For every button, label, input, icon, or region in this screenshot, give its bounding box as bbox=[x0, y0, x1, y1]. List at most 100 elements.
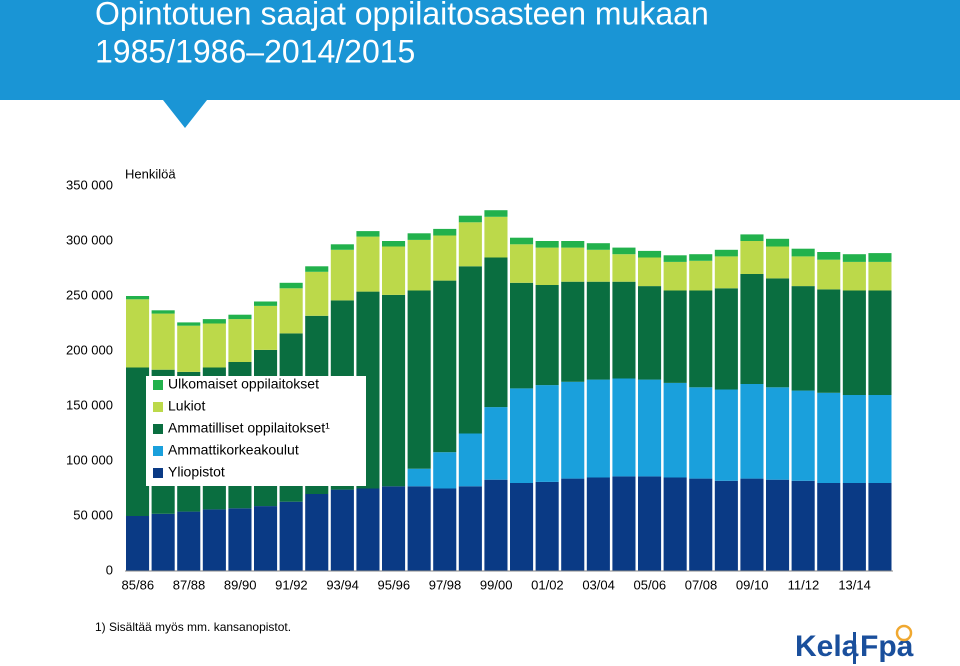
y-tick-label: 150 000 bbox=[66, 397, 113, 412]
x-tick-label: 87/88 bbox=[173, 577, 206, 592]
bar-segment bbox=[766, 238, 790, 247]
bar-segment bbox=[510, 388, 534, 483]
bar-segment bbox=[433, 235, 457, 281]
bar-segment bbox=[126, 367, 150, 516]
bar-segment bbox=[151, 310, 175, 314]
bar-segment bbox=[202, 319, 226, 324]
bar-segment bbox=[458, 222, 482, 267]
bar-segment bbox=[561, 478, 585, 571]
logo-divider bbox=[853, 632, 856, 664]
bar-segment bbox=[638, 257, 662, 287]
bar-segment bbox=[638, 286, 662, 380]
bar-segment bbox=[766, 479, 790, 571]
x-tick-label: 01/02 bbox=[531, 577, 564, 592]
bar-segment bbox=[433, 280, 457, 453]
legend-label: Ammattikorkeakoulut bbox=[168, 442, 299, 458]
bar-segment bbox=[817, 252, 841, 260]
bar-segment bbox=[561, 381, 585, 479]
legend-swatch bbox=[153, 468, 163, 478]
bar-segment bbox=[638, 379, 662, 477]
bar-segment bbox=[382, 486, 406, 571]
bar-segment bbox=[663, 255, 687, 262]
bar-segment bbox=[510, 244, 534, 283]
bar-segment bbox=[842, 395, 866, 483]
bar-segment bbox=[458, 215, 482, 223]
legend-swatch bbox=[153, 380, 163, 390]
bar-segment bbox=[714, 288, 738, 390]
y-tick-label: 200 000 bbox=[66, 342, 113, 357]
bar-segment bbox=[638, 476, 662, 571]
x-tick-label: 07/08 bbox=[685, 577, 718, 592]
bar-segment bbox=[612, 247, 636, 255]
bar-segment bbox=[279, 288, 303, 334]
bar-segment bbox=[868, 395, 892, 483]
bar-segment bbox=[535, 241, 559, 248]
bar-segment bbox=[868, 261, 892, 291]
bar-segment bbox=[791, 390, 815, 481]
bar-segment bbox=[586, 243, 610, 250]
bar-segment bbox=[535, 247, 559, 285]
bar-segment bbox=[586, 281, 610, 380]
legend-swatch bbox=[153, 424, 163, 434]
bar-segment bbox=[740, 478, 764, 571]
bar-segment bbox=[254, 506, 278, 571]
bar-segment bbox=[842, 261, 866, 291]
bar-segment bbox=[714, 480, 738, 571]
legend-box bbox=[146, 376, 366, 486]
bar-segment bbox=[484, 407, 508, 480]
bar-segment bbox=[868, 253, 892, 262]
bar-segment bbox=[356, 231, 380, 237]
footnote: 1) Sisältää myös mm. kansanopistot. bbox=[95, 620, 291, 634]
bar-segment bbox=[305, 271, 329, 316]
bar-segment bbox=[586, 477, 610, 571]
bar-segment bbox=[228, 314, 252, 320]
bar-segment bbox=[510, 483, 534, 571]
bar-segment bbox=[817, 392, 841, 483]
bar-segment bbox=[279, 501, 303, 571]
bar-segment bbox=[407, 468, 431, 487]
bar-segment bbox=[382, 294, 406, 487]
bar-segment bbox=[791, 248, 815, 257]
bar-segment bbox=[407, 486, 431, 571]
bar-segment bbox=[714, 389, 738, 481]
x-tick-label: 95/96 bbox=[378, 577, 411, 592]
bar-segment bbox=[663, 261, 687, 291]
bar-segment bbox=[740, 274, 764, 384]
bar-segment bbox=[484, 216, 508, 258]
bar-segment bbox=[663, 477, 687, 571]
bar-segment bbox=[228, 319, 252, 362]
x-tick-label: 11/12 bbox=[788, 577, 820, 592]
bar-segment bbox=[458, 433, 482, 487]
bar-segment bbox=[458, 266, 482, 434]
bar-segment bbox=[868, 290, 892, 395]
bar-segment bbox=[126, 296, 150, 300]
bar-segment bbox=[689, 260, 713, 291]
bar-segment bbox=[356, 488, 380, 571]
bar-segment bbox=[766, 387, 790, 480]
bar-segment bbox=[177, 322, 201, 326]
bar-segment bbox=[535, 481, 559, 571]
bar-segment bbox=[612, 378, 636, 477]
bar-segment bbox=[663, 382, 687, 478]
bar-segment bbox=[202, 323, 226, 368]
bar-segment bbox=[561, 241, 585, 248]
bar-segment bbox=[126, 516, 150, 571]
x-tick-label: 97/98 bbox=[429, 577, 462, 592]
bar-segment bbox=[612, 476, 636, 571]
bar-segment bbox=[586, 379, 610, 478]
bar-segment bbox=[817, 289, 841, 393]
logo-text: Fpa bbox=[860, 630, 914, 663]
bar-segment bbox=[689, 387, 713, 479]
bar-segment bbox=[254, 301, 278, 306]
bar-segment bbox=[766, 246, 790, 279]
bar-segment bbox=[151, 313, 175, 370]
bar-segment bbox=[663, 290, 687, 383]
bar-segment bbox=[433, 452, 457, 489]
bar-segment bbox=[561, 247, 585, 282]
bar-segment bbox=[842, 254, 866, 262]
bar-segment bbox=[407, 239, 431, 291]
bar-segment bbox=[177, 325, 201, 372]
bar-segment bbox=[791, 286, 815, 391]
bar-segment bbox=[330, 249, 354, 301]
